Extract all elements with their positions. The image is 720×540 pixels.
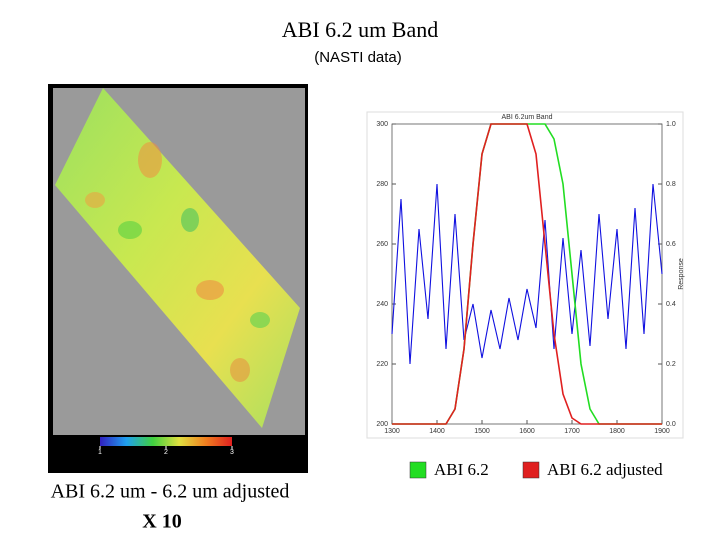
y2-tick-label: 0.8 xyxy=(666,181,676,188)
y-tick-label: 300 xyxy=(376,121,388,128)
colorbar xyxy=(100,437,232,446)
series-line xyxy=(391,183,663,365)
map-swath xyxy=(55,88,300,428)
y2-tick-label: 0.6 xyxy=(666,241,676,248)
x-tick-label: 1500 xyxy=(474,428,490,435)
subtitle: (NASTI data) xyxy=(314,49,402,66)
x-tick-label: 1900 xyxy=(654,428,670,435)
y-tick-label: 240 xyxy=(376,301,388,308)
colorbar-tick-label: 1 xyxy=(98,449,102,456)
x-tick-label: 1600 xyxy=(519,428,535,435)
y2-tick-label: 0.0 xyxy=(666,421,676,428)
chart-background xyxy=(366,111,684,439)
y-tick-label: 220 xyxy=(376,361,388,368)
y2-tick-label: 0.4 xyxy=(666,301,676,308)
x-tick-label: 1700 xyxy=(564,428,580,435)
legend-label: ABI 6.2 adjusted xyxy=(547,460,663,479)
series-line xyxy=(392,123,662,425)
x-tick-label: 1300 xyxy=(384,428,400,435)
y-tick-label: 280 xyxy=(376,181,388,188)
y2-tick-label: 1.0 xyxy=(666,121,676,128)
y-tick-label: 260 xyxy=(376,241,388,248)
y-tick-label: 200 xyxy=(376,421,388,428)
x-tick-label: 1800 xyxy=(609,428,625,435)
map-caption-scale: X 10 xyxy=(142,511,181,533)
colorbar-tick-label: 2 xyxy=(164,449,168,456)
legend-swatch xyxy=(409,461,427,479)
legend-label: ABI 6.2 xyxy=(434,460,489,479)
x-tick-label: 1400 xyxy=(429,428,445,435)
legend-swatch xyxy=(522,461,540,479)
chart-title: ABI 6.2um Band xyxy=(502,114,553,121)
y2-tick-label: 0.2 xyxy=(666,361,676,368)
colorbar-tick-label: 3 xyxy=(230,449,234,456)
y2-axis-label: Response xyxy=(678,258,685,290)
title: ABI 6.2 um Band xyxy=(282,17,438,42)
map-patches xyxy=(85,142,270,382)
map-caption: ABI 6.2 um - 6.2 um adjusted xyxy=(51,481,290,503)
